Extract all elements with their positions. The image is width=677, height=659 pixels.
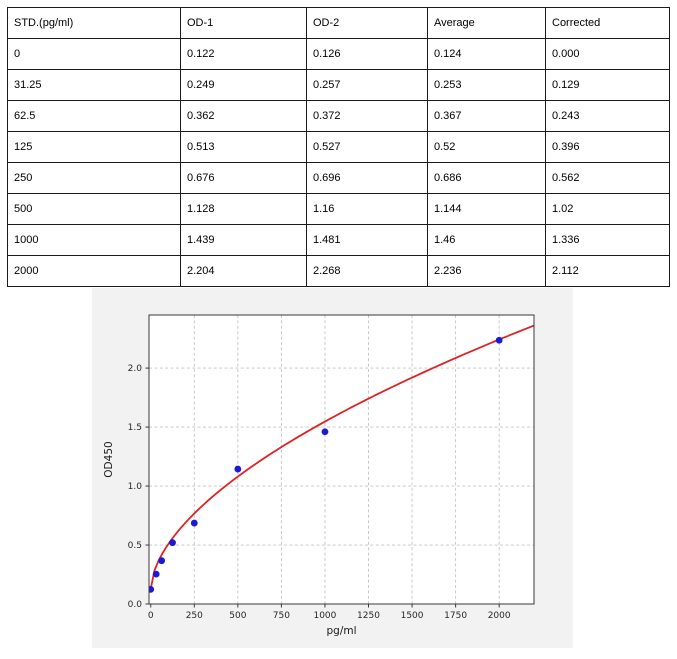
x-tick-label: 0 [148, 611, 154, 621]
x-tick-label: 1000 [313, 611, 336, 621]
y-axis-label: OD450 [103, 441, 115, 477]
table-cell: 0.676 [180, 162, 307, 194]
table-cell: 0.126 [306, 38, 428, 70]
table-cell: 31.25 [7, 69, 181, 101]
table-cell: 0.122 [180, 38, 307, 70]
table-row: 500 1.128 1.16 1.144 1.02 [7, 193, 670, 225]
column-header: OD-1 [180, 7, 307, 39]
table-cell: 0.362 [180, 100, 307, 132]
table-row: 1000 1.439 1.481 1.46 1.336 [7, 224, 670, 256]
column-header: Corrected [545, 7, 670, 39]
table-row: 250 0.676 0.696 0.686 0.562 [7, 162, 670, 194]
x-tick-label: 1750 [444, 611, 467, 621]
standards-table: STD.(pg/ml) OD-1 OD-2 Average Corrected 0 0.1… [7, 7, 670, 287]
table-cell: 500 [7, 193, 181, 225]
data-point [495, 336, 503, 344]
table-cell: 0.396 [545, 131, 670, 163]
table-cell: 0.513 [180, 131, 307, 163]
table-cell: 0.527 [306, 131, 428, 163]
standard-curve-chart: 0 250 500 750 1000 1250 1500 1750 2000 0.0 0.5 1.0 1… [103, 314, 535, 637]
data-point [149, 585, 155, 593]
table-cell: 1.144 [427, 193, 546, 225]
table-cell: 0.696 [306, 162, 428, 194]
table-cell: 250 [7, 162, 181, 194]
data-point [158, 557, 166, 565]
table-cell: 1.128 [180, 193, 307, 225]
table-cell: 125 [7, 131, 181, 163]
plot-border [148, 314, 535, 605]
x-tick-label: 1250 [357, 611, 380, 621]
table-cell: 2.268 [306, 255, 428, 287]
y-tick-label: 0.5 [128, 541, 142, 551]
table-cell: 2.236 [427, 255, 546, 287]
table-cell: 0 [7, 38, 181, 70]
data-point [234, 465, 242, 473]
column-header: STD.(pg/ml) [7, 7, 181, 39]
table-cell: 0.562 [545, 162, 670, 194]
table-body: 0 0.122 0.126 0.124 0.000 31.25 0.249 0.257 0.25… [7, 38, 670, 287]
table-row: 2000 2.204 2.268 2.236 2.112 [7, 255, 670, 287]
y-tick-label: 1.0 [128, 482, 143, 492]
data-point [152, 570, 160, 578]
table-cell: 1.439 [180, 224, 307, 256]
table-cell: 1.481 [306, 224, 428, 256]
table-row: 0 0.122 0.126 0.124 0.000 [7, 38, 670, 70]
table-header-row: STD.(pg/ml) OD-1 OD-2 Average Corrected [7, 7, 670, 39]
table-cell: 0.000 [545, 38, 670, 70]
y-tick-label: 1.5 [128, 423, 142, 433]
table-cell: 1.16 [306, 193, 428, 225]
table-cell: 0.243 [545, 100, 670, 132]
table-cell: 0.372 [306, 100, 428, 132]
x-tick-label: 2000 [488, 611, 511, 621]
y-tick-label: 2.0 [128, 364, 143, 374]
table-cell: 0.257 [306, 69, 428, 101]
x-tick-label: 250 [186, 611, 203, 621]
x-tick-label: 750 [273, 611, 290, 621]
data-point [321, 428, 329, 436]
table-cell: 2000 [7, 255, 181, 287]
data-point [190, 519, 198, 527]
fit-curve [149, 324, 534, 589]
data-point [169, 539, 176, 547]
table-cell: 0.249 [180, 69, 307, 101]
table-row: 31.25 0.249 0.257 0.253 0.129 [7, 69, 670, 101]
x-axis-label: pg/ml [326, 625, 356, 637]
table-row: 62.5 0.362 0.372 0.367 0.243 [7, 100, 670, 132]
plot-area [149, 315, 534, 604]
table-cell: 1.336 [545, 224, 670, 256]
table-cell: 0.686 [427, 162, 546, 194]
x-tick-label: 500 [229, 611, 246, 621]
table-cell: 2.112 [545, 255, 670, 287]
table-cell: 0.367 [427, 100, 546, 132]
column-header: Average [427, 7, 546, 39]
table-cell: 1.02 [545, 193, 670, 225]
y-tick-label: 0.0 [128, 600, 143, 610]
table-cell: 2.204 [180, 255, 307, 287]
table-cell: 0.124 [427, 38, 546, 70]
x-tick-label: 1500 [401, 611, 424, 621]
table-row: 125 0.513 0.527 0.52 0.396 [7, 131, 670, 163]
table-cell: 1000 [7, 224, 181, 256]
standard-curve-figure: 0 250 500 750 1000 1250 1500 1750 2000 0.0 0.5 1.0 1… [92, 288, 573, 648]
table-cell: 0.253 [427, 69, 546, 101]
table-cell: 0.129 [545, 69, 670, 101]
table-cell: 62.5 [7, 100, 181, 132]
table-cell: 0.52 [427, 131, 546, 163]
table-cell: 1.46 [427, 224, 546, 256]
column-header: OD-2 [306, 7, 428, 39]
